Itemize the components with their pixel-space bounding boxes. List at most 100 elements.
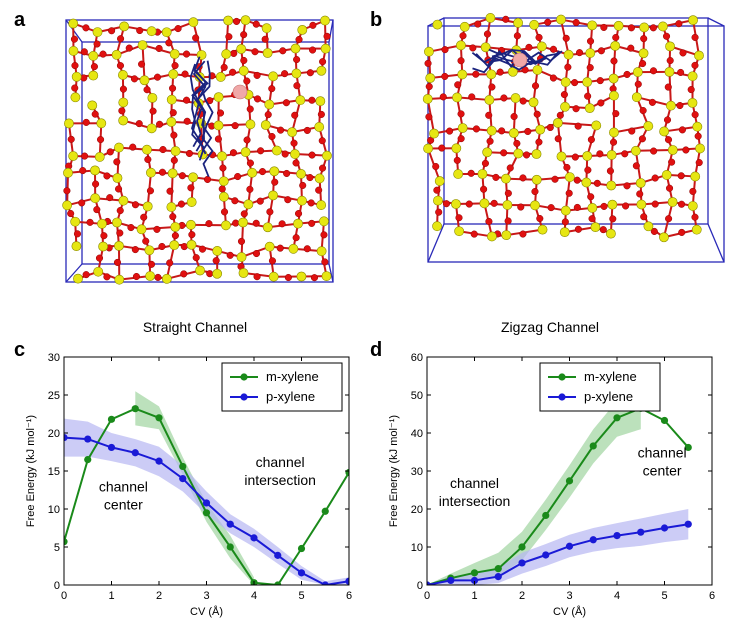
oxygen-atom bbox=[424, 59, 432, 67]
legend-entry-m-xylene: m-xylene bbox=[266, 369, 319, 384]
oxygen-atom bbox=[198, 245, 207, 253]
box-front-face bbox=[427, 25, 725, 263]
oxygen-atom bbox=[308, 219, 316, 227]
silicon-atom bbox=[687, 201, 698, 211]
data-point-m-xylene bbox=[107, 415, 116, 423]
oxygen-atom bbox=[573, 203, 581, 211]
silicon-atom bbox=[88, 51, 99, 61]
oxygen-atom bbox=[679, 49, 687, 57]
silicon-atom bbox=[142, 201, 153, 212]
silicon-atom bbox=[146, 123, 157, 134]
oxygen-atom bbox=[187, 184, 195, 192]
oxygen-atom bbox=[71, 62, 79, 70]
oxygen-atom bbox=[170, 131, 178, 139]
oxygen-atom bbox=[279, 47, 287, 55]
silicon-atom bbox=[695, 143, 705, 154]
oxygen-atom bbox=[554, 135, 562, 143]
oxygen-atom bbox=[243, 77, 251, 85]
oxygen-atom bbox=[665, 215, 673, 223]
oxygen-atom bbox=[271, 178, 279, 186]
oxygen-atom bbox=[129, 143, 137, 151]
oxygen-atom bbox=[691, 61, 699, 69]
oxygen-atom bbox=[142, 237, 150, 245]
oxygen-atom bbox=[535, 138, 543, 146]
oxygen-atom bbox=[606, 167, 614, 175]
oxygen-atom bbox=[563, 163, 571, 172]
silicon-atom bbox=[691, 224, 702, 235]
oxygen-atom bbox=[95, 254, 104, 262]
oxygen-atom bbox=[115, 185, 123, 193]
silicon-atom bbox=[537, 224, 548, 235]
oxygen-atom bbox=[574, 225, 582, 233]
y-tick-label: 50 bbox=[411, 390, 423, 402]
oxygen-atom bbox=[572, 18, 580, 27]
oxygen-atom bbox=[663, 116, 672, 124]
oxygen-atom bbox=[317, 110, 325, 118]
oxygen-atom bbox=[513, 139, 521, 147]
oxygen-atom bbox=[246, 105, 254, 113]
oxygen-atom bbox=[498, 127, 506, 135]
data-point-p-xylene bbox=[427, 581, 431, 585]
silicon-atom bbox=[118, 97, 129, 108]
silicon-atom bbox=[563, 49, 574, 60]
oxygen-atom bbox=[678, 200, 686, 208]
silicon-atom bbox=[71, 71, 82, 82]
data-point-m-xylene bbox=[321, 507, 329, 515]
oxygen-atom bbox=[481, 159, 489, 167]
oxygen-atom bbox=[276, 244, 284, 252]
annotation-line: intersection bbox=[244, 472, 316, 488]
silicon-atom bbox=[485, 13, 496, 23]
oxygen-atom bbox=[649, 67, 658, 75]
silicon-atom bbox=[433, 195, 443, 206]
annotation-line: channel bbox=[638, 445, 687, 461]
silicon-atom bbox=[694, 50, 704, 61]
oxygen-atom bbox=[97, 136, 105, 144]
oxygen-atom bbox=[206, 270, 214, 278]
oxygen-atom bbox=[117, 35, 125, 43]
oxygen-atom bbox=[309, 21, 317, 29]
silicon-atom bbox=[552, 117, 563, 128]
silicon-atom bbox=[167, 168, 178, 179]
oxygen-atom bbox=[513, 32, 521, 40]
silicon-atom bbox=[260, 120, 271, 130]
oxygen-atoms bbox=[63, 17, 331, 282]
oxygen-atom bbox=[93, 40, 101, 48]
silicon-atom bbox=[170, 222, 181, 232]
oxygen-atom bbox=[564, 63, 572, 71]
oxygen-atom bbox=[116, 62, 124, 70]
silicon-atom bbox=[501, 230, 512, 241]
oxygen-atom bbox=[321, 258, 329, 266]
oxygen-atom bbox=[307, 199, 315, 207]
data-point-p-xylene bbox=[107, 443, 116, 452]
silicon-atom bbox=[118, 195, 129, 206]
oxygen-atom bbox=[192, 34, 200, 42]
silicon-atom bbox=[638, 48, 649, 59]
oxygen-atom bbox=[446, 127, 454, 135]
oxygen-atom bbox=[677, 68, 685, 76]
oxygen-atom bbox=[113, 158, 121, 166]
silicon-atom bbox=[643, 121, 654, 131]
oxygen-atom bbox=[492, 173, 500, 181]
oxygen-atom bbox=[225, 33, 233, 41]
oxygen-atom bbox=[586, 64, 594, 72]
oxygen-atom bbox=[293, 82, 301, 90]
oxygen-atom bbox=[108, 27, 116, 35]
silicon-atom bbox=[585, 48, 596, 58]
oxygen-atom bbox=[561, 218, 569, 226]
oxygen-atom bbox=[218, 185, 226, 193]
oxygen-atom bbox=[306, 69, 314, 77]
silicon-atom bbox=[70, 92, 81, 103]
data-point-p-xylene bbox=[250, 534, 258, 542]
silicon-atom bbox=[584, 103, 595, 114]
molecule-bond-trace bbox=[196, 60, 213, 152]
silicon-atom bbox=[215, 72, 226, 82]
y-tick-label: 10 bbox=[48, 504, 60, 516]
data-point-p-xylene bbox=[274, 551, 282, 559]
silicon-atom bbox=[112, 173, 123, 183]
legend-entry-p-xylene: p-xylene bbox=[266, 389, 315, 404]
silicon-atom bbox=[480, 42, 491, 53]
oxygen-atom bbox=[470, 230, 478, 238]
panel-label-a: a bbox=[14, 9, 26, 31]
oxygen-atom bbox=[220, 208, 229, 216]
x-axis-label: CV (Å) bbox=[190, 605, 223, 618]
